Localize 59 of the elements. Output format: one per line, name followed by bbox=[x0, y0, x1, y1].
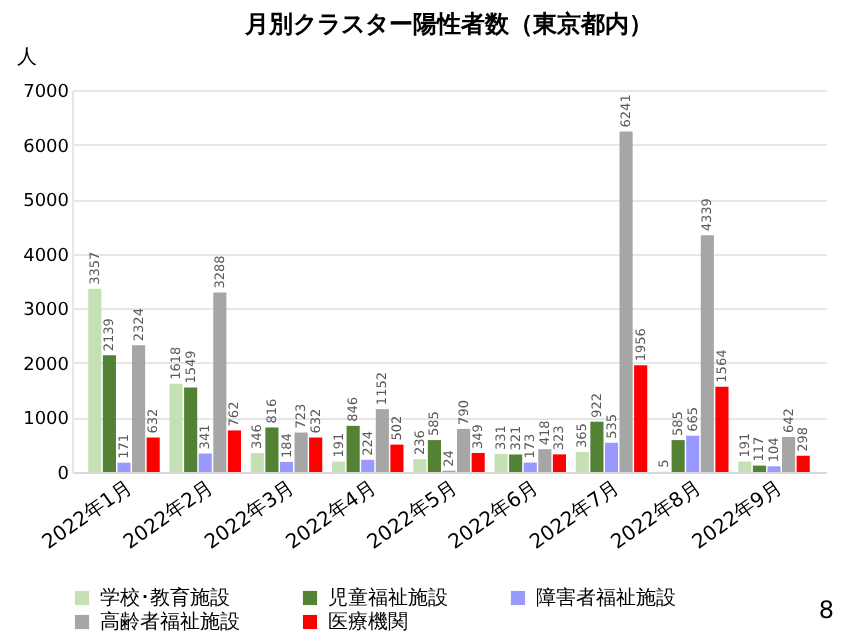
bar bbox=[227, 430, 241, 472]
bar bbox=[590, 421, 604, 472]
bar bbox=[375, 409, 389, 472]
bar bbox=[279, 461, 294, 472]
bar bbox=[752, 465, 766, 472]
bar bbox=[575, 452, 589, 472]
legend-label: 障害者福祉施設 bbox=[536, 586, 676, 610]
bar bbox=[671, 440, 685, 472]
bar bbox=[169, 383, 183, 472]
bar bbox=[604, 442, 619, 472]
bar bbox=[427, 440, 441, 472]
bar bbox=[250, 453, 264, 472]
bar bbox=[346, 425, 360, 472]
text: 8 bbox=[818, 596, 834, 624]
bar bbox=[538, 449, 552, 472]
bar bbox=[471, 452, 485, 472]
legend-label: 高齢者福祉施設 bbox=[100, 610, 240, 634]
bar bbox=[265, 427, 279, 472]
bar bbox=[361, 459, 375, 472]
legend-label: 医療機関 bbox=[328, 610, 408, 634]
bar bbox=[700, 235, 714, 472]
bar bbox=[309, 437, 323, 472]
bar bbox=[686, 435, 700, 472]
y-tick-label: 4000 bbox=[23, 246, 70, 267]
bar bbox=[796, 455, 810, 472]
legend-label: 児童福祉施設 bbox=[328, 586, 448, 610]
bar bbox=[634, 365, 648, 472]
legend-label: 学校･教育施設 bbox=[100, 586, 230, 610]
y-tick-label: 7000 bbox=[23, 83, 70, 103]
bar bbox=[117, 462, 131, 472]
bar bbox=[132, 345, 146, 472]
bar bbox=[294, 432, 308, 472]
bar bbox=[619, 131, 633, 472]
bar bbox=[782, 436, 796, 472]
bar bbox=[88, 288, 102, 472]
y-tick-label: 6000 bbox=[23, 137, 70, 158]
bar bbox=[457, 428, 471, 472]
bar bbox=[509, 454, 523, 472]
bar bbox=[332, 461, 346, 472]
bar bbox=[552, 454, 566, 472]
y-tick-label: 1000 bbox=[23, 410, 70, 431]
y-axis-title: 人 bbox=[17, 47, 37, 69]
bar bbox=[767, 466, 781, 472]
y-tick-label: 3000 bbox=[23, 301, 70, 322]
bar bbox=[198, 453, 212, 472]
bar bbox=[494, 453, 508, 472]
bar bbox=[523, 462, 537, 472]
bar bbox=[390, 444, 404, 472]
y-tick-label: 5000 bbox=[23, 192, 70, 213]
bar bbox=[184, 387, 198, 472]
bar bbox=[715, 386, 729, 472]
y-tick-label: 2000 bbox=[23, 355, 70, 376]
bar bbox=[738, 461, 752, 472]
bar bbox=[146, 437, 160, 472]
bar bbox=[413, 459, 427, 472]
bar bbox=[102, 355, 116, 472]
chart-title: 月別クラスター陽性者数（東京都内） bbox=[243, 10, 653, 38]
bar bbox=[213, 292, 227, 472]
y-tick-label: 0 bbox=[57, 465, 70, 485]
